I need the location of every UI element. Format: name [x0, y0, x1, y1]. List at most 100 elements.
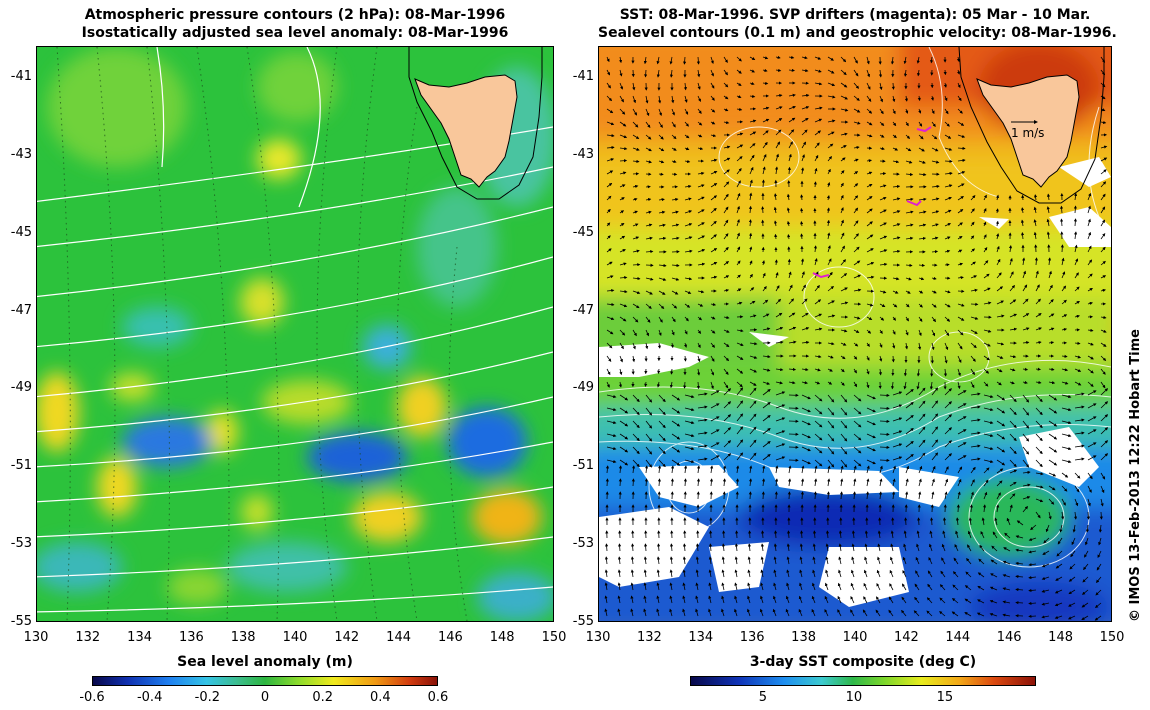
velocity-arrow	[736, 82, 742, 86]
velocity-arrow	[930, 56, 934, 64]
velocity-arrow	[840, 170, 845, 175]
velocity-arrow	[786, 220, 791, 227]
velocity-arrow	[853, 274, 862, 279]
colorbar-tick-label: 0.4	[369, 690, 391, 705]
velocity-arrow	[1087, 259, 1093, 266]
velocity-arrow	[879, 445, 890, 449]
velocity-arrow	[710, 56, 714, 65]
geostrophic-velocity-arrows	[604, 55, 1109, 621]
velocity-arrow	[996, 381, 1002, 386]
velocity-arrow	[749, 69, 756, 73]
velocity-arrow	[996, 233, 1000, 240]
velocity-arrow	[983, 381, 989, 387]
velocity-arrow	[606, 394, 617, 399]
x-tick-label: 148	[489, 630, 515, 645]
velocity-arrow	[606, 158, 615, 162]
velocity-arrow	[944, 147, 953, 151]
velocity-arrow	[788, 68, 795, 72]
velocity-arrow	[957, 368, 961, 377]
velocity-arrow	[658, 303, 665, 310]
velocity-arrow	[879, 419, 890, 423]
velocity-arrow	[1048, 313, 1055, 318]
velocity-arrow	[853, 220, 859, 227]
velocity-arrow	[1022, 284, 1028, 292]
velocity-arrow	[671, 210, 679, 214]
velocity-arrow	[866, 394, 876, 400]
velocity-arrow	[684, 147, 690, 151]
velocity-arrow	[723, 206, 729, 214]
velocity-arrow	[866, 248, 874, 253]
velocity-arrow	[996, 314, 1005, 318]
velocity-arrow	[671, 95, 675, 104]
velocity-arrow	[684, 134, 690, 139]
velocity-arrow	[632, 121, 639, 128]
sea-level-anomaly-map[interactable]	[36, 46, 554, 622]
velocity-arrow	[931, 121, 936, 128]
velocity-arrow	[658, 223, 666, 227]
velocity-arrow	[736, 301, 743, 305]
velocity-arrow	[983, 207, 987, 214]
velocity-arrow	[996, 368, 1003, 373]
velocity-arrow	[684, 121, 689, 127]
colorbar-tick-label: 0.2	[312, 690, 333, 705]
velocity-arrow	[916, 56, 920, 64]
velocity-arrow	[619, 394, 629, 401]
x-tick-label: 136	[178, 630, 204, 645]
velocity-arrow	[775, 129, 782, 136]
velocity-arrow	[904, 342, 909, 350]
velocity-arrow	[606, 261, 613, 266]
velocity-arrow	[671, 290, 679, 295]
velocity-arrow	[775, 153, 779, 162]
velocity-arrow	[643, 56, 647, 65]
velocity-arrow	[903, 56, 907, 65]
velocity-arrow	[736, 132, 744, 136]
velocity-arrow	[1048, 284, 1053, 292]
velocity-arrow	[1087, 192, 1092, 201]
sst-map[interactable]: 1 m/s	[598, 46, 1112, 622]
velocity-arrow	[970, 329, 978, 334]
velocity-arrow	[879, 249, 888, 253]
velocity-arrow	[671, 316, 676, 323]
colorbar-tick-label: -0.4	[136, 690, 163, 705]
velocity-arrow	[853, 171, 859, 175]
velocity-arrow	[996, 342, 1005, 346]
velocity-arrow	[866, 134, 873, 138]
velocity-arrow	[619, 197, 625, 201]
velocity-arrow	[748, 219, 752, 227]
velocity-arrow	[1087, 328, 1094, 332]
velocity-arrow	[645, 198, 652, 202]
velocity-arrow	[786, 193, 791, 201]
velocity-arrow	[918, 277, 925, 281]
velocity-arrow	[853, 329, 860, 333]
velocity-arrow	[1087, 231, 1092, 240]
velocity-arrow	[736, 387, 744, 396]
velocity-arrow	[866, 234, 874, 240]
velocity-arrow	[645, 210, 652, 214]
velocity-arrow	[1073, 218, 1077, 227]
velocity-arrow	[710, 121, 716, 125]
velocity-arrow	[749, 131, 757, 136]
velocity-arrow	[1015, 601, 1024, 605]
velocity-arrow	[671, 121, 676, 128]
velocity-arrow	[801, 117, 809, 123]
velocity-arrow	[1021, 194, 1025, 201]
velocity-arrow	[788, 381, 796, 385]
velocity-arrow	[723, 108, 729, 112]
velocity-arrow	[671, 172, 678, 176]
colorbar-tick-label: -0.2	[194, 690, 221, 705]
velocity-arrow	[931, 197, 940, 201]
velocity-arrow	[748, 491, 752, 500]
velocity-arrow	[1100, 246, 1106, 253]
velocity-arrow	[619, 108, 626, 115]
velocity-arrow	[918, 108, 922, 114]
velocity-arrow	[632, 329, 637, 337]
velocity-arrow	[1100, 260, 1106, 266]
velocity-arrow	[658, 290, 666, 295]
velocity-arrow	[944, 290, 951, 294]
velocity-arrow	[1035, 367, 1041, 371]
velocity-arrow	[1048, 381, 1056, 385]
velocity-scale-label: 1 m/s	[1011, 126, 1044, 140]
velocity-arrow	[773, 206, 777, 214]
velocity-arrow	[916, 381, 920, 390]
shelf-contour	[408, 47, 543, 200]
